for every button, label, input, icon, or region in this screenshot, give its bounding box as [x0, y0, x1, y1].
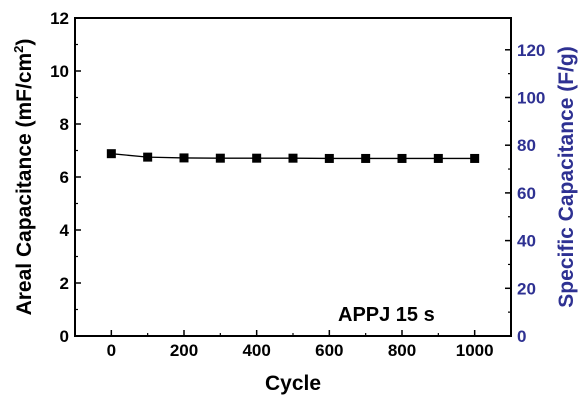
data-point	[288, 153, 298, 163]
x-axis-title: Cycle	[265, 372, 321, 395]
left-axis-title: Areal Capacitance (mF/cm2)	[11, 39, 36, 316]
data-point	[215, 153, 225, 163]
x-tick-label: 1000	[456, 341, 494, 360]
y-left-tick-label: 0	[60, 327, 69, 346]
annotation-label: APPJ 15 s	[338, 304, 435, 326]
data-point	[252, 153, 262, 163]
y-right-tick-label: 0	[517, 327, 526, 346]
left-axis-title-sup: 2	[11, 46, 26, 53]
data-point	[106, 149, 116, 159]
x-tick-label: 600	[315, 341, 343, 360]
ticks-layer: 0 200 400 600 800 100002468101202040608010012…	[50, 9, 545, 360]
right-axis-title: Specific Capacitance (F/g)	[555, 46, 578, 307]
y-right-tick-label: 80	[517, 136, 536, 155]
data-point	[324, 153, 334, 163]
plot-frame	[74, 17, 512, 337]
x-tick-label: 200	[170, 341, 198, 360]
y-left-tick-label: 4	[60, 221, 70, 240]
x-tick-label: 0	[107, 341, 116, 360]
x-tick-label: 400	[242, 341, 270, 360]
data-point	[433, 153, 443, 163]
y-left-tick-label: 6	[60, 168, 69, 187]
left-axis-title-end: )	[13, 39, 36, 46]
data-point	[143, 152, 153, 162]
data-point	[361, 153, 371, 163]
x-tick-label: 800	[388, 341, 416, 360]
y-left-tick-label: 2	[60, 274, 69, 293]
data-point	[397, 153, 407, 163]
y-right-tick-label: 60	[517, 184, 536, 203]
y-left-tick-label: 12	[50, 9, 69, 28]
y-right-tick-label: 20	[517, 279, 536, 298]
data-point	[470, 153, 480, 163]
left-axis-title-main: Areal Capacitance (mF/cm	[13, 53, 36, 316]
y-right-tick-label: 40	[517, 232, 536, 251]
series-layer	[106, 149, 480, 163]
y-right-tick-label: 120	[517, 41, 545, 60]
y-left-tick-label: 10	[50, 62, 69, 81]
y-right-tick-label: 100	[517, 88, 545, 107]
data-point	[179, 153, 189, 163]
y-left-tick-label: 8	[60, 115, 69, 134]
